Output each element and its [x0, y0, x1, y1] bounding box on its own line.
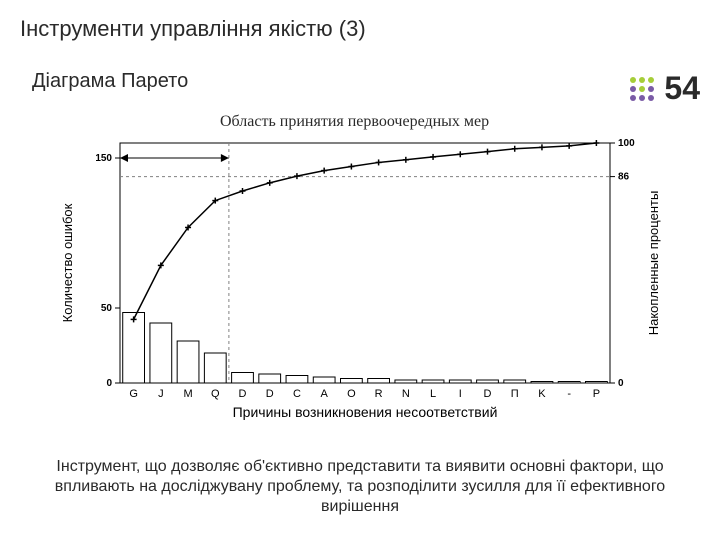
page-title: Інструменти управління якістю (3) — [20, 16, 700, 42]
svg-text:P: P — [593, 388, 600, 400]
page-number: 54 — [664, 70, 700, 107]
svg-text:0: 0 — [618, 378, 624, 389]
svg-text:D: D — [484, 388, 492, 400]
description-text: Інструмент, що дозволяє об'єктивно предс… — [20, 457, 700, 517]
svg-text:M: M — [183, 388, 192, 400]
svg-text:П: П — [511, 388, 519, 400]
svg-text:86: 86 — [618, 172, 630, 183]
chart-subtitle: Діаграма Парето — [32, 70, 188, 93]
page-number-block: 54 — [630, 70, 700, 107]
svg-text:K: K — [538, 388, 546, 400]
svg-text:R: R — [375, 388, 383, 400]
svg-text:J: J — [158, 388, 164, 400]
svg-text:100: 100 — [618, 138, 635, 149]
svg-text:G: G — [129, 388, 138, 400]
svg-text:L: L — [430, 388, 436, 400]
subtitle-row: Діаграма Парето 54 — [20, 70, 700, 107]
chart-annotation: Область принятия первоочередных мер — [220, 113, 489, 131]
svg-text:Причины возникновения несоотве: Причины возникновения несоответствий — [233, 404, 498, 420]
svg-text:D: D — [239, 388, 247, 400]
svg-text:150: 150 — [95, 153, 112, 164]
pareto-chart: Область принятия первоочередных мер 0 50 1… — [40, 113, 680, 443]
svg-text:C: C — [293, 388, 301, 400]
svg-text:I: I — [459, 388, 462, 400]
svg-text:0: 0 — [106, 378, 112, 389]
svg-text:Q: Q — [211, 388, 220, 400]
svg-text:-: - — [567, 388, 571, 400]
svg-text:Количество ошибок: Количество ошибок — [60, 203, 75, 322]
svg-text:Накопленные проценты: Накопленные проценты — [646, 191, 661, 336]
svg-text:N: N — [402, 388, 410, 400]
decorative-dots — [630, 77, 654, 101]
svg-text:A: A — [320, 388, 328, 400]
svg-text:D: D — [266, 388, 274, 400]
svg-text:50: 50 — [101, 303, 113, 314]
pareto-svg: 0 50 150 0 86 100 G J M Q D D C A O R N L I D П K - P Причины во… — [40, 113, 680, 443]
svg-text:O: O — [347, 388, 356, 400]
